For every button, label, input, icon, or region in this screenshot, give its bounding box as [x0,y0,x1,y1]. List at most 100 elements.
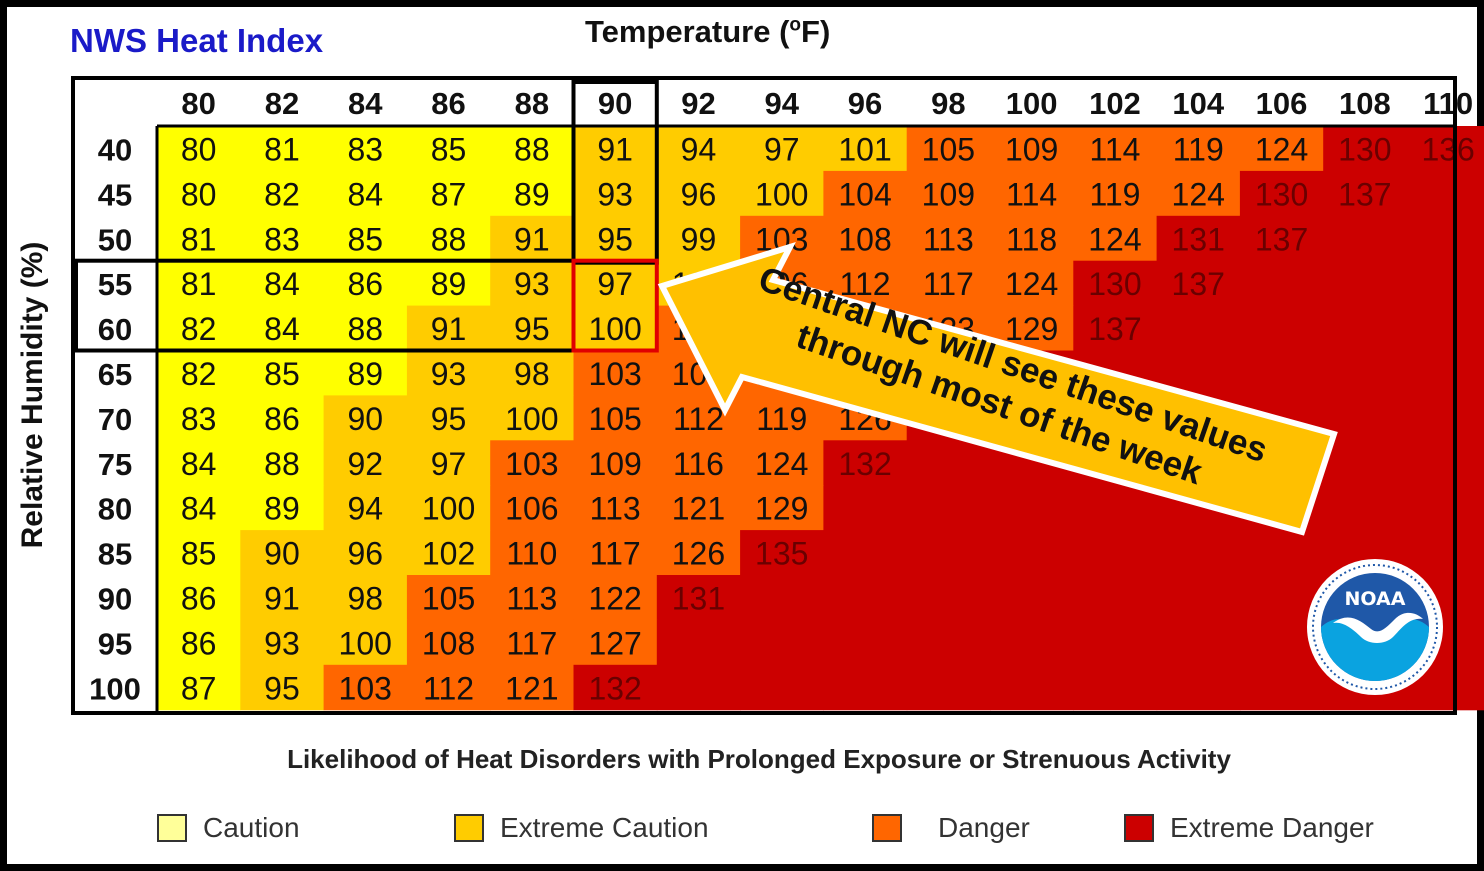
humidity-tick-label: 80 [98,492,132,527]
heat-value: 100 [339,625,392,661]
heat-value: 84 [181,446,217,482]
heat-value: 126 [672,536,725,572]
heat-value: 93 [264,625,300,661]
heat-cell [1406,350,1484,396]
temperature-tick-label: 110 [1423,86,1473,121]
heat-cell [157,126,241,172]
heat-cell [1406,440,1484,486]
heat-cell [740,619,824,666]
heat-cell [1406,126,1484,172]
heat-cell [1323,485,1408,531]
heat-cell [323,619,408,666]
heat-cell [240,619,325,666]
heat-value: 83 [347,131,383,167]
heat-cell [490,126,575,172]
heat-cell [1156,575,1241,621]
legend-label-caution: Caution [203,812,300,843]
heat-value: 121 [505,670,558,706]
heat-value: 95 [264,670,300,706]
heat-value: 102 [422,536,475,572]
heat-cell [990,126,1074,172]
heat-value: 112 [840,266,891,302]
heat-value: 96 [347,536,383,572]
heat-value: 124 [1005,266,1058,302]
temperature-tick-label: 82 [265,86,299,121]
legend-label-extreme-danger: Extreme Danger [1170,812,1374,843]
heat-cell [1406,215,1484,262]
heat-cell [157,485,241,531]
heat-value: 95 [514,311,550,347]
heat-cell [990,260,1074,307]
heat-cell [1073,485,1158,531]
heat-value: 113 [923,221,974,257]
heat-value: 86 [181,625,217,661]
heat-cell [573,619,658,666]
heat-value: 109 [1005,131,1058,167]
heat-cell [823,126,908,172]
heat-value: 117 [506,625,557,661]
heat-cell [1323,170,1408,217]
heat-cell [1073,575,1158,621]
heat-cell [490,440,575,486]
heat-value: 119 [1173,131,1224,167]
heat-cell [490,215,575,262]
heat-cell [323,575,408,621]
heat-value: 88 [514,131,550,167]
heat-cell [990,575,1074,621]
heat-value: 90 [347,401,383,437]
heat-value: 137 [1088,311,1141,347]
temperature-tick-label: 102 [1089,86,1141,121]
heat-value: 119 [756,401,807,437]
heat-value: 98 [347,580,383,616]
temperature-axis-title: Temperature (oF) [585,14,831,49]
heat-value: 119 [1089,176,1140,212]
heat-value: 81 [181,266,217,302]
heat-value: 130 [1338,131,1391,167]
heat-cell [157,440,241,486]
heat-value: 83 [181,401,217,437]
heat-cell [406,619,491,666]
heat-value: 103 [588,356,641,392]
heat-cell [240,440,325,486]
heat-cell [490,575,575,621]
heat-cell [573,575,658,621]
heat-cell [740,575,824,621]
heat-cell [990,530,1074,576]
temperature-tick-label: 80 [181,86,215,121]
heat-value: 94 [347,491,383,527]
heat-value: 104 [838,176,891,212]
heat-value: 130 [1088,266,1141,302]
heat-cell [573,305,658,352]
heat-value: 87 [431,176,467,212]
heat-value: 114 [1006,176,1057,212]
heat-cell [1239,530,1324,576]
heat-cell [1239,170,1324,217]
heat-value: 131 [1172,221,1225,257]
heat-value: 94 [681,131,717,167]
heat-value: 85 [181,536,217,572]
temperature-tick-label: 100 [1006,86,1058,121]
callout-arrow-shape [657,242,1338,536]
heat-cell [823,170,908,217]
heat-value: 137 [1338,176,1391,212]
legend-swatch-caution [157,814,187,842]
highlight-column-box [571,80,659,265]
heat-value: 130 [1255,176,1308,212]
heat-value: 100 [422,491,475,527]
heat-cell [323,530,408,576]
humidity-tick-label: 60 [98,312,132,347]
temperature-tick-label: 86 [431,86,465,121]
heat-value: 97 [431,446,467,482]
heat-value: 84 [264,266,300,302]
heat-value: 109 [588,446,641,482]
heat-value: 93 [514,266,550,302]
heat-cell [406,395,491,441]
heat-value: 92 [347,446,383,482]
heat-cell [1073,126,1158,172]
humidity-tick-label: 50 [98,222,132,257]
heat-cell [157,575,241,621]
heat-cell [240,485,325,531]
heat-value: 89 [264,491,300,527]
heat-cell [990,485,1074,531]
heat-cell [1323,440,1408,486]
